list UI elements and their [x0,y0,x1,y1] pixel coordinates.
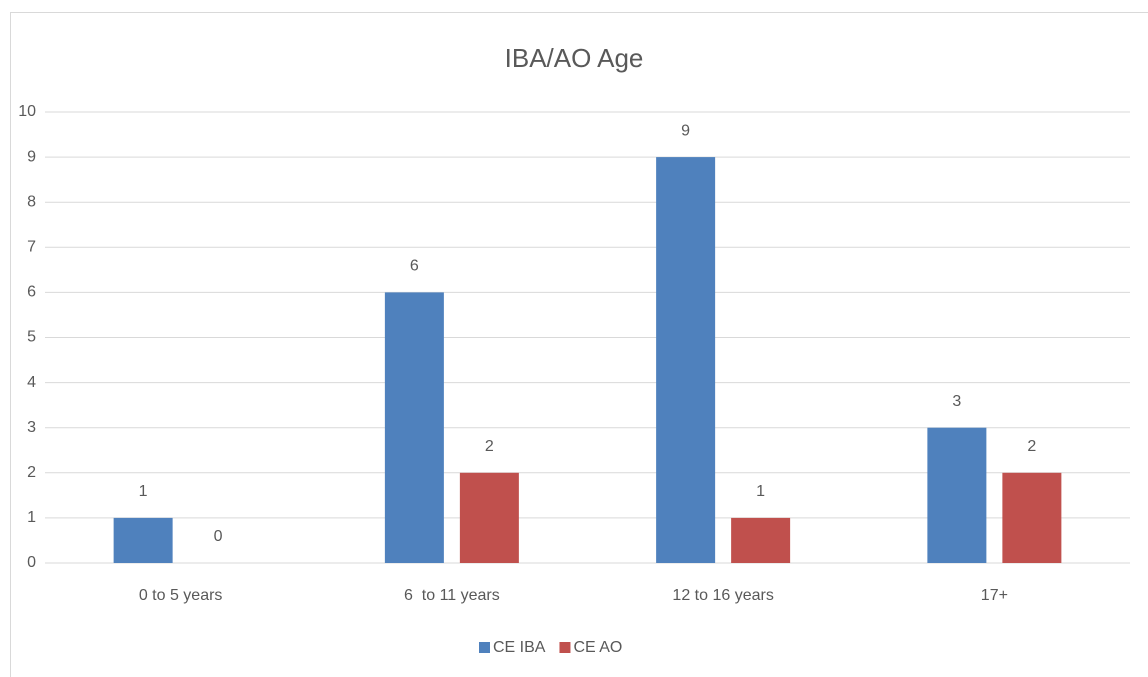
bar [384,292,444,563]
legend-label: CE AO [573,639,622,656]
y-tick-label: 10 [18,103,36,120]
x-tick-label: 17+ [981,587,1008,604]
y-tick-label: 5 [27,329,36,346]
data-label: 3 [952,393,961,410]
legend-swatch [479,642,490,653]
legend-label: CE IBA [493,639,546,656]
data-label: 2 [485,438,494,455]
y-tick-label: 3 [27,419,36,436]
chart-title: IBA/AO Age [505,43,644,73]
legend-swatch [559,642,571,653]
bar [1002,472,1062,563]
y-tick-label: 7 [27,239,36,256]
x-tick-label: 6 to 11 years [404,587,500,604]
data-label: 1 [756,483,765,500]
y-tick-label: 2 [27,464,36,481]
bar [731,517,791,563]
y-tick-label: 6 [27,284,36,301]
data-label: 9 [681,122,690,139]
y-tick-label: 0 [27,554,36,571]
bar [113,517,173,563]
x-tick-label: 12 to 16 years [672,587,773,604]
y-tick-label: 1 [27,509,36,526]
data-label: 6 [410,258,419,275]
bar [656,157,716,563]
bar [927,427,987,563]
data-label: 1 [139,483,148,500]
data-label: 0 [214,528,223,545]
x-tick-label: 0 to 5 years [139,587,223,604]
y-tick-label: 4 [27,374,36,391]
y-tick-label: 8 [27,193,36,210]
chart-border [10,12,1148,677]
bar [459,472,519,563]
y-tick-label: 9 [27,148,36,165]
data-label: 2 [1027,438,1036,455]
